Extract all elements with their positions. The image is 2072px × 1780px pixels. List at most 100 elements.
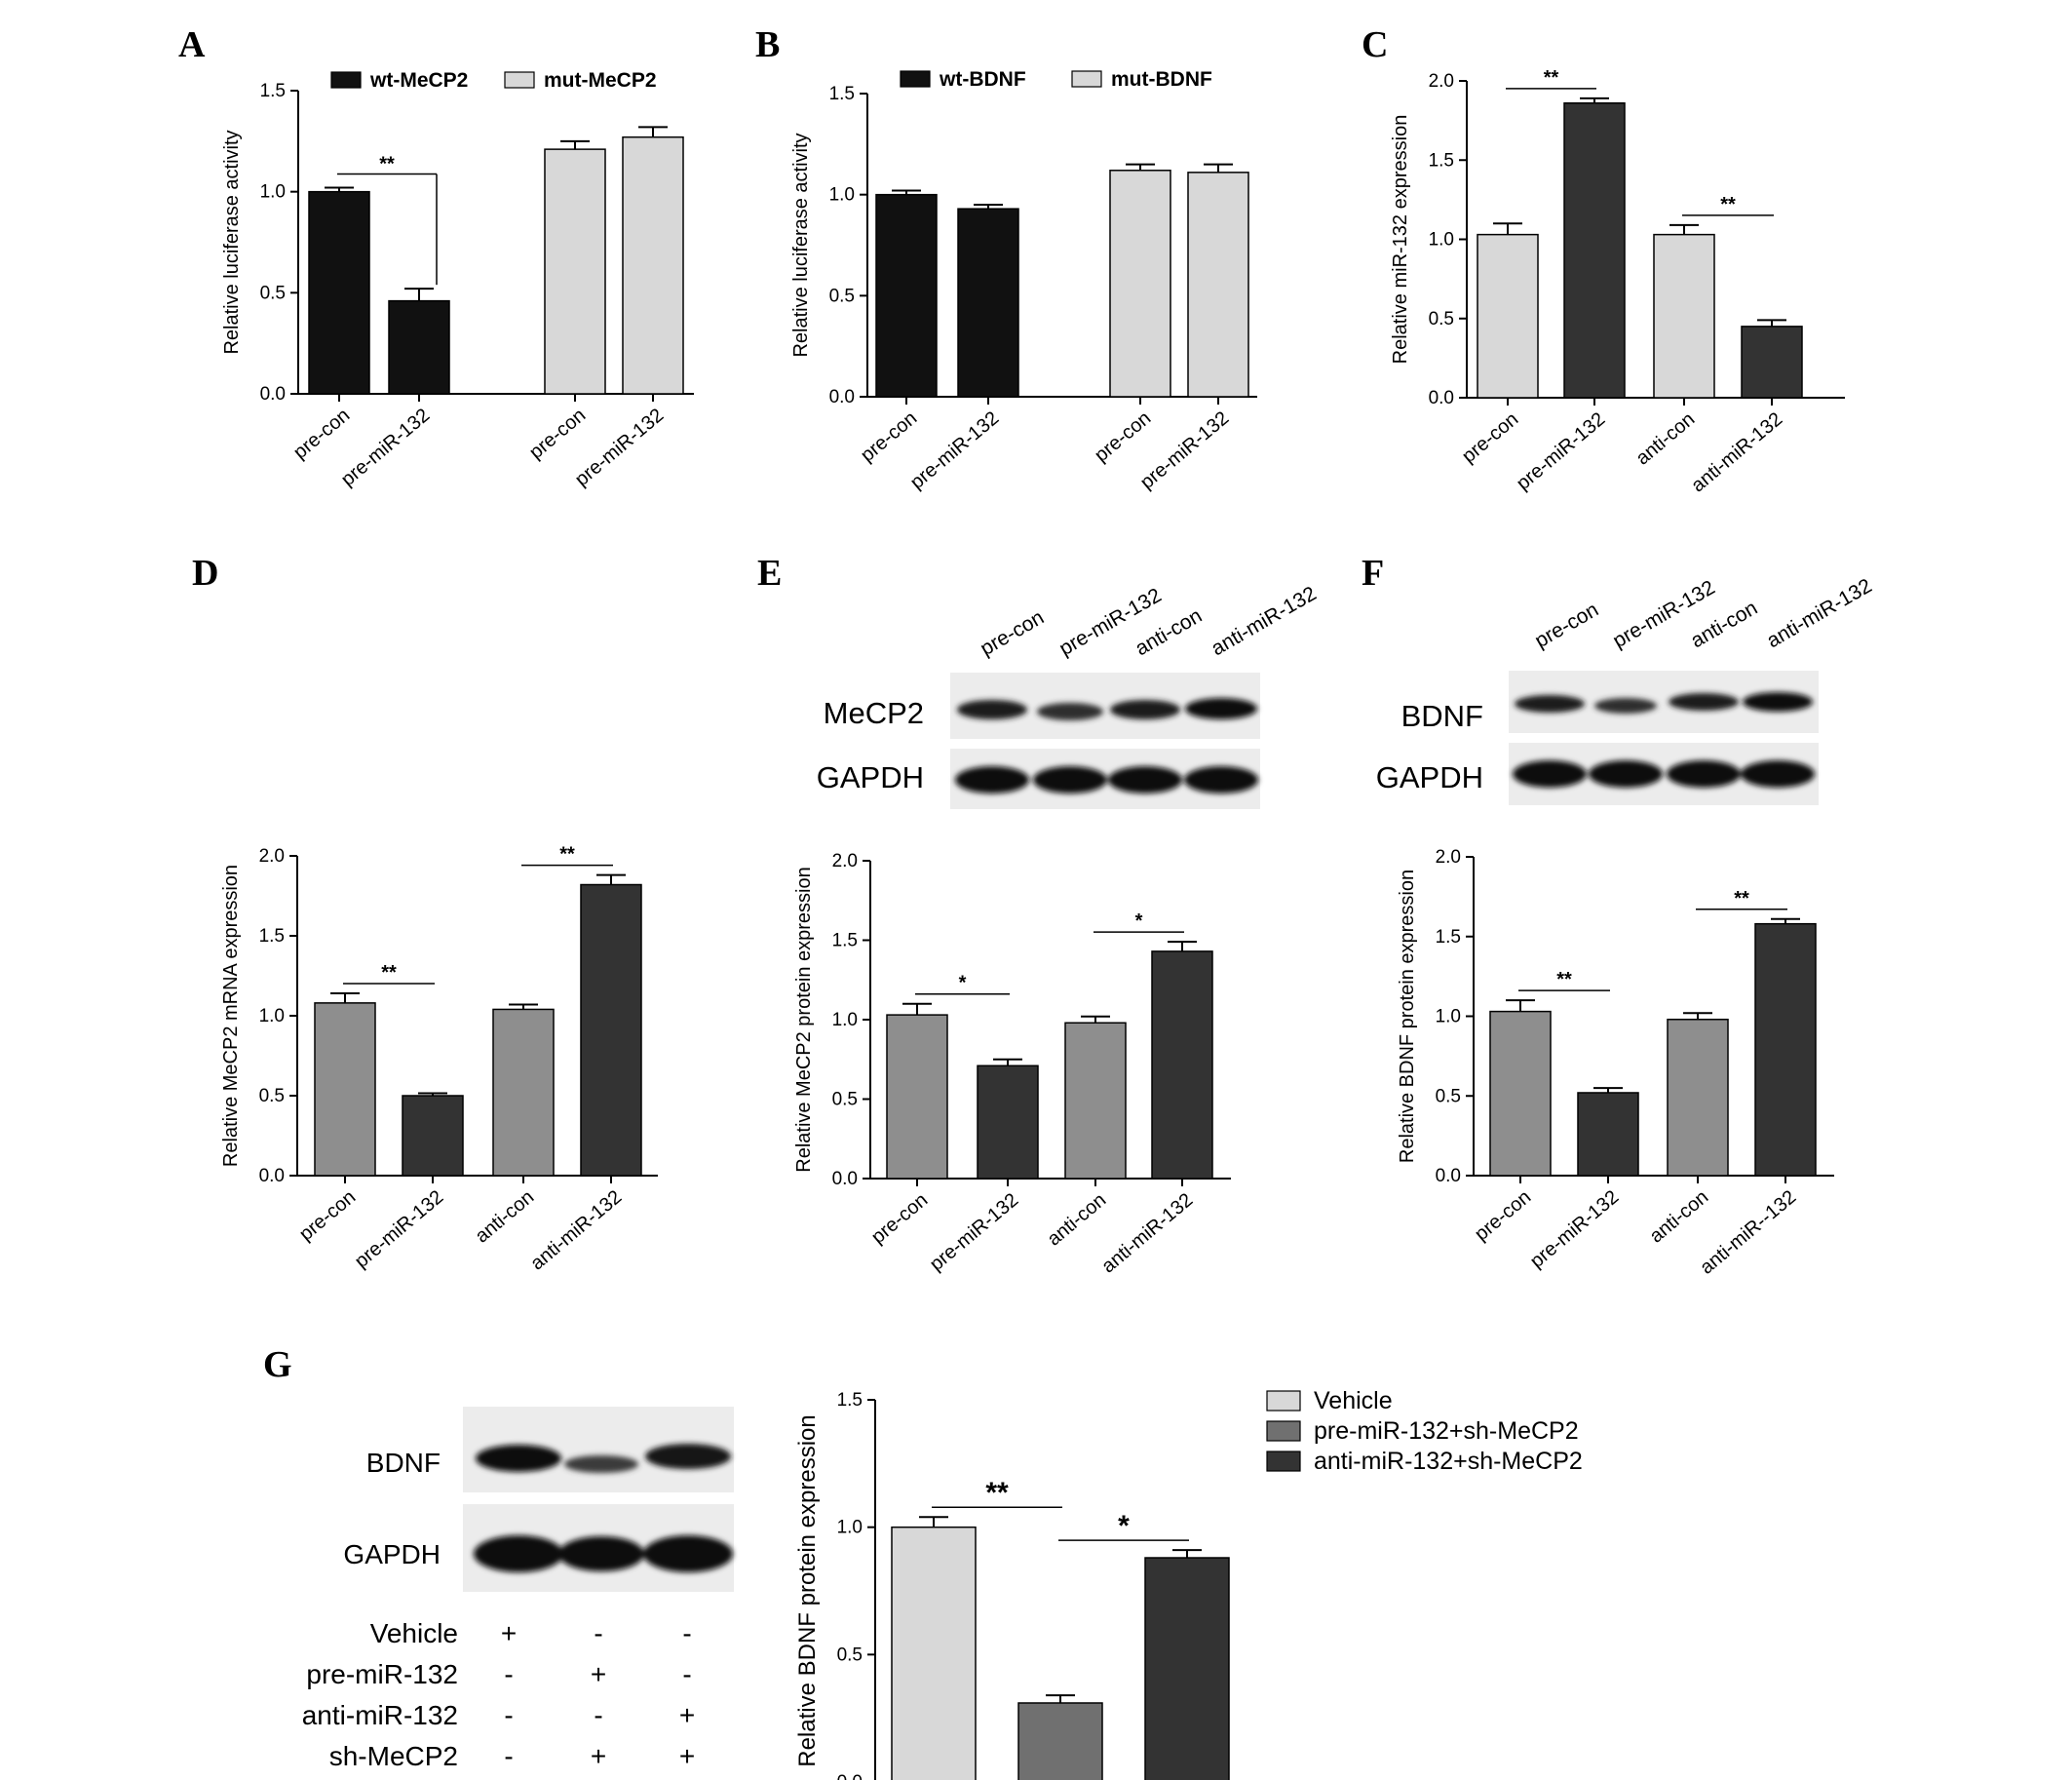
blot-e-lane-label: anti-miR-132 [1208,582,1321,660]
treatment-sign: + [679,1700,695,1730]
bar [1489,1010,1552,1177]
y-tick-label: 1.0 [260,182,286,203]
legend-label: anti-miR-132+sh-MeCP2 [1314,1448,1583,1475]
legend-label: Vehicle [1314,1387,1393,1414]
blot-band [1743,692,1813,712]
blot-f-row-label: BDNF [1401,699,1483,733]
x-category-label: pre-con [1471,1186,1535,1245]
y-tick-label: 1.0 [1436,1007,1461,1027]
bar [977,1064,1039,1180]
legend-label: mut-BDNF [1111,68,1212,91]
blot-band [1184,766,1258,793]
y-tick-label: 2.0 [1429,71,1454,92]
blot-f-lane-label: anti-miR-132 [1763,574,1876,652]
treatment-label: Vehicle [370,1618,458,1648]
treatment-sign: - [504,1700,513,1730]
treatment-label: sh-MeCP2 [329,1741,458,1771]
x-category-label: pre-miR-132 [926,1189,1022,1275]
legend-swatch [1071,70,1102,88]
x-category-label: anti-con [1632,408,1700,470]
y-tick-label: 0.5 [1429,309,1454,329]
bar [402,1095,464,1177]
chart-f: 0.0 0.5 1.0 1.5 2.0 Relative BDNF protein exp… [1397,847,1834,1279]
y-tick-label: 0.5 [260,283,286,303]
bar [1151,950,1213,1180]
bar [886,1014,948,1180]
panel-label-f: F [1362,553,1384,594]
y-axis-label: Relative BDNF protein expression [1397,870,1418,1163]
panel-label-c: C [1362,24,1388,65]
treatment-label: pre-miR-132 [306,1659,458,1689]
y-tick-label: 0.5 [259,1086,285,1106]
blot-band [1669,693,1739,711]
treatment-sign: - [504,1659,513,1689]
x-category-label: pre-con [867,1189,932,1248]
bar [544,148,606,395]
y-tick-label: 0.0 [829,387,855,407]
legend-swatch [1266,1451,1301,1472]
bar [1187,172,1249,398]
blot-band [1513,760,1587,788]
significance-label: ** [1556,969,1572,990]
blot-e-row-label: GAPDH [817,760,924,794]
y-tick-label: 1.0 [1429,230,1454,251]
legend-label: wt-BDNF [939,68,1026,91]
y-tick-label: 0.0 [259,1166,285,1186]
y-tick-label: 1.0 [832,1010,858,1030]
treatment-sign: + [591,1659,606,1689]
blot-band [1185,698,1257,719]
bar [388,299,450,395]
bar [1754,922,1817,1177]
significance-label: * [1118,1510,1130,1542]
bar [1667,1019,1729,1177]
x-category-label: anti-con [1646,1186,1713,1248]
y-tick-label: 1.5 [259,926,285,947]
y-tick-label: 1.0 [259,1006,285,1026]
significance-label: ** [1720,194,1736,215]
bar [1064,1022,1127,1180]
y-axis-label: Relative BDNF protein expression [794,1414,821,1767]
blot-f: pre-con pre-miR-132 anti-con anti-miR-13… [1376,574,1876,805]
blot-band [643,1535,733,1572]
treatment-sign: - [594,1700,602,1730]
y-tick-label: 2.0 [832,851,858,871]
y-tick-label: 0.5 [829,286,855,306]
y-axis-label: Relative MeCP2 protein expression [793,867,815,1173]
chart-g: 0.0 0.5 1.0 1.5 Relative BDNF protein expres… [794,1387,1583,1780]
blot-band [955,766,1029,793]
x-category-label: pre-miR-132 [1513,408,1609,494]
blot-band [476,1445,561,1472]
blot-f-row-label: GAPDH [1376,760,1483,794]
x-category-label: pre-con [525,405,590,463]
legend-swatch [900,70,931,88]
treatment-label: anti-miR-132 [302,1700,458,1730]
blot-e: pre-con pre-miR-132 anti-con anti-miR-13… [817,582,1321,809]
chart-a: 0.0 0.5 1.0 1.5 Relative luciferase activity… [221,69,694,490]
blot-band [1741,760,1815,788]
legend-swatch [1266,1420,1301,1442]
blot-f-lane-label: pre-con [1531,599,1602,653]
legend-label: wt-MeCP2 [369,69,468,92]
bar [1577,1092,1639,1177]
blot-e-row-label: MeCP2 [824,696,924,730]
blot-band [558,1536,644,1571]
y-tick-label: 0.0 [1436,1166,1461,1186]
y-tick-label: 0.0 [832,1169,858,1189]
blot-band [1037,703,1103,720]
significance-label: * [959,973,967,994]
bar [1653,233,1715,399]
y-tick-label: 0.0 [1429,388,1454,408]
significance-label: ** [1544,67,1559,89]
blot-band [1033,766,1107,793]
y-tick-label: 1.5 [832,931,858,951]
y-tick-label: 0.0 [837,1772,863,1780]
bar [580,883,642,1177]
panel-label-a: A [178,24,206,65]
treatment-sign: + [501,1618,517,1648]
y-tick-label: 0.5 [832,1090,858,1110]
blot-g: BDNF GAPDH Vehicle + - - pre-miR-132 - + - anti-… [302,1407,734,1771]
x-category-label: pre-con [295,1186,360,1245]
treatment-sign: + [679,1741,695,1771]
bar [314,1002,376,1177]
